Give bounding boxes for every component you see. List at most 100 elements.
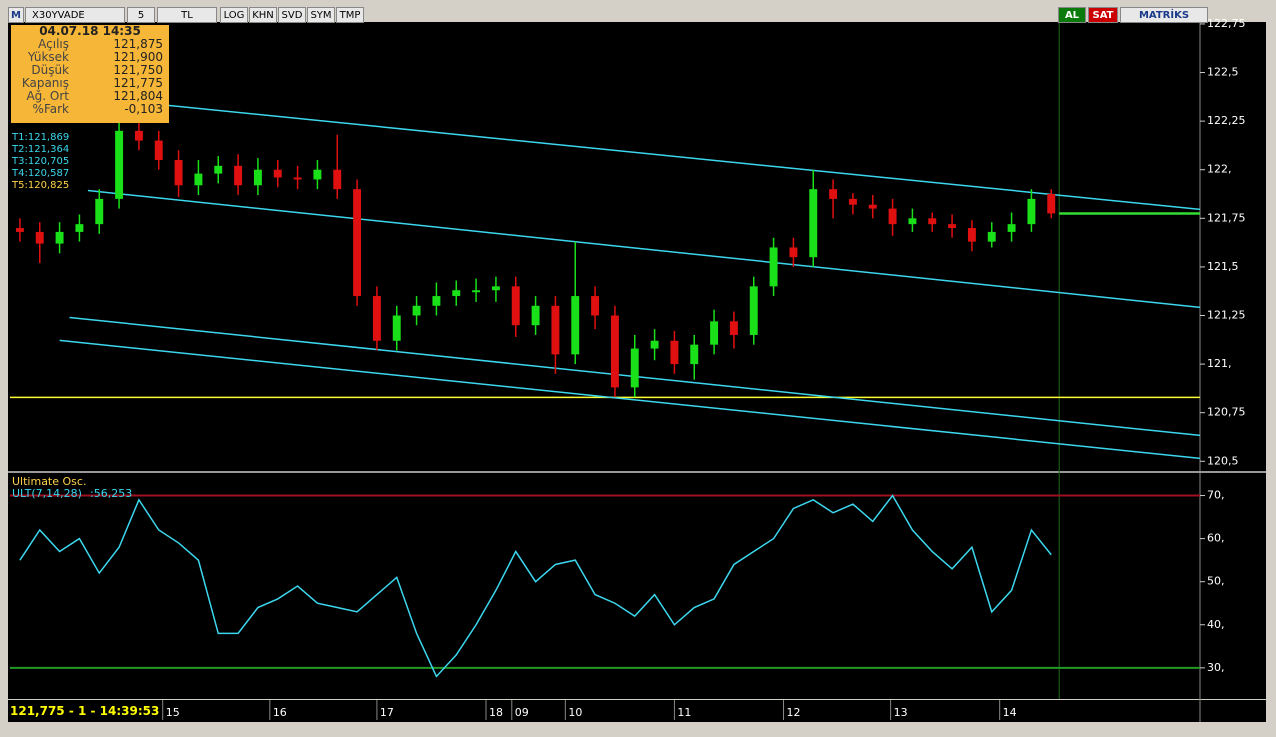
y-tick-label: 40, <box>1207 618 1225 631</box>
candle-body <box>928 218 937 225</box>
sell-button[interactable]: SAT <box>1088 7 1118 23</box>
candle-body <box>472 290 481 293</box>
candle-body <box>333 169 342 190</box>
candle-body <box>392 315 401 341</box>
candle-body <box>115 130 124 199</box>
candle-body <box>848 198 857 205</box>
x-tick-label: 15 <box>166 706 180 719</box>
candle-body <box>55 231 64 244</box>
status: 121,775 - 1 - 14:39:53 <box>8 704 162 719</box>
buy-button[interactable]: AL <box>1058 7 1086 23</box>
candle-body <box>710 321 719 345</box>
candle-body <box>789 247 798 258</box>
candle-body <box>432 296 441 306</box>
y-tick-label: 121, <box>1207 357 1232 370</box>
candle-body <box>293 177 302 180</box>
y-tick-label: 120,75 <box>1207 406 1246 419</box>
x-tick-label: 17 <box>380 706 394 719</box>
toolbar-button[interactable]: KHN <box>249 7 277 23</box>
info-row: Ağ. Ort 121,804 <box>11 90 169 103</box>
toolbar-button[interactable]: LOG <box>220 7 248 23</box>
target-label: T2:121,364 <box>12 144 70 155</box>
candle-body <box>313 169 322 180</box>
candle-body <box>690 344 699 365</box>
candle-body <box>15 228 24 232</box>
x-tick-label: 12 <box>787 706 801 719</box>
candle-body <box>591 296 600 316</box>
candle-body <box>987 231 996 242</box>
info-value: 121,875 <box>113 37 163 51</box>
info-row: Kapanış 121,775 <box>11 77 169 90</box>
candle-body <box>551 305 560 355</box>
toolbar-button[interactable]: SVD <box>278 7 306 23</box>
osc-legend: ULT(7,14,28) <box>12 487 82 500</box>
candle-body <box>1007 224 1016 232</box>
trend-line <box>119 99 1201 211</box>
period[interactable]: 5 <box>127 7 155 23</box>
candle-body <box>888 208 897 225</box>
candle-body <box>491 286 500 291</box>
info-row: Yüksek 121,900 <box>11 51 169 64</box>
osc-panel <box>8 473 1266 699</box>
candle-body <box>670 340 679 365</box>
candle-body <box>214 165 223 174</box>
x-axis-panel <box>8 700 1266 722</box>
x-tick-label: 14 <box>1003 706 1017 719</box>
candle-body <box>610 315 619 388</box>
candle-body <box>630 348 639 388</box>
symbol[interactable]: X30YVADE <box>25 7 125 23</box>
x-tick-label: 16 <box>273 706 287 719</box>
candle-body <box>749 286 758 335</box>
candle-body <box>35 231 44 244</box>
info-box: 04.07.18 14:35 Açılış 121,875 Yüksek 121,90… <box>11 25 169 123</box>
currency[interactable]: TL <box>157 7 217 23</box>
candle-body <box>353 189 362 297</box>
info-value: 121,750 <box>113 63 163 77</box>
y-tick-label: 121,75 <box>1207 211 1246 224</box>
target-label: T3:120,705 <box>12 156 70 167</box>
y-tick-label: 122,5 <box>1207 66 1239 79</box>
candle-body <box>452 290 461 297</box>
toolbar-button[interactable]: SYM <box>307 7 335 23</box>
target-label: T5:120,825 <box>12 180 70 191</box>
x-tick-label: 09 <box>515 706 529 719</box>
osc-line <box>19 494 1052 678</box>
candle-body <box>154 140 163 161</box>
brand: MATRİKS <box>1120 7 1208 23</box>
trend-line <box>59 339 1201 460</box>
candle-body <box>650 340 659 349</box>
info-label: Ağ. Ort <box>26 89 69 103</box>
y-tick-label: 122,75 <box>1207 17 1246 30</box>
y-tick-label: 122,25 <box>1207 114 1246 127</box>
candle-body <box>967 228 976 242</box>
logo[interactable]: M <box>8 7 24 23</box>
target-labels: T1:121,869 T2:121,364 T3:120,705 T4:120,587… <box>12 132 69 192</box>
candle-body <box>769 247 778 287</box>
toolbar-button[interactable]: TMP <box>336 7 364 23</box>
candle-body <box>253 169 262 186</box>
info-value: -0,103 <box>124 102 163 116</box>
info-value: 121,775 <box>113 76 163 90</box>
candle-body <box>174 160 183 186</box>
target-label: T4:120,587 <box>12 168 70 179</box>
candle-body <box>75 224 84 232</box>
info-label: Yüksek <box>27 50 69 64</box>
candle-body <box>809 189 818 258</box>
info-row: Düşük 121,750 <box>11 64 169 77</box>
candle-body <box>948 224 957 229</box>
y-tick-label: 60, <box>1207 532 1225 545</box>
y-tick-label: 121,5 <box>1207 260 1239 273</box>
price-panel <box>8 22 1266 472</box>
y-tick-label: 30, <box>1207 661 1225 674</box>
osc-value: :56,253 <box>90 487 132 500</box>
candle-body <box>1027 198 1036 225</box>
candle-body <box>95 198 104 225</box>
trend-line <box>87 189 1201 309</box>
candle-body <box>234 165 243 186</box>
target-label: T1:121,869 <box>12 132 70 143</box>
x-tick-label: 11 <box>677 706 691 719</box>
info-label: Düşük <box>31 63 69 77</box>
y-tick-label: 121,25 <box>1207 309 1246 322</box>
